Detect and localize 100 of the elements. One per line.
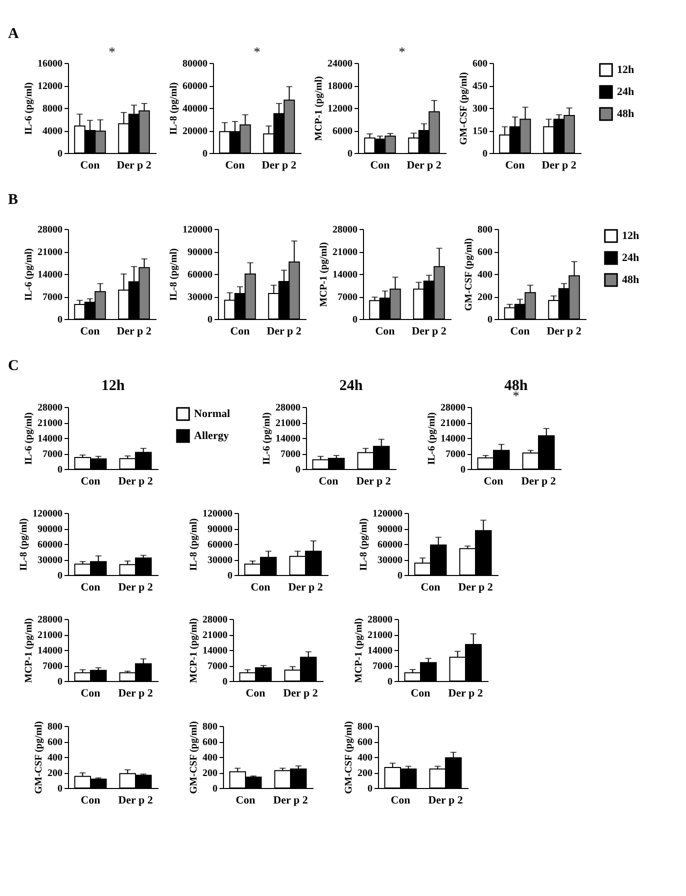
chart-title: 12h [101, 378, 126, 394]
y-tick-label: 6000 [332, 126, 352, 137]
y-tick-label: 21000 [276, 418, 300, 429]
y-tick-label: 600 [202, 737, 218, 748]
y-tick-label: 28000 [38, 224, 62, 236]
x-tick-label: Con [80, 794, 100, 806]
y-tick-label: 60000 [378, 540, 402, 550]
y-axis-title: GM-CSF (pg/ml) [188, 721, 200, 794]
y-tick-label: 16000 [38, 58, 62, 70]
y-tick-label: 60000 [208, 540, 232, 550]
x-tick-label: Der p 2 [428, 794, 464, 806]
y-tick-label: 0 [398, 570, 402, 582]
y-tick-label: 21000 [38, 247, 62, 258]
y-tick-label: 14000 [38, 646, 62, 656]
text: A [8, 26, 19, 42]
y-tick-label: 120000 [372, 508, 402, 520]
y-tick-label: 0 [368, 784, 372, 794]
y-tick-label: 90000 [188, 247, 212, 258]
y-tick-label: 14000 [440, 434, 466, 444]
y-tick-label: 450 [472, 81, 488, 92]
y-tick-label: 24000 [328, 58, 352, 70]
y-axis-title: MCP-1 (pg/ml) [24, 618, 34, 683]
y-tick-label: 28000 [332, 224, 358, 236]
x-tick-label: Con [484, 476, 504, 488]
y-tick-label: 0 [58, 314, 62, 326]
y-tick-label: 30000 [208, 555, 232, 566]
y-tick-label: 7000 [42, 292, 62, 303]
y-axis-title: IL-8 (pg/ml) [358, 518, 370, 571]
legend-label: 12h [617, 64, 634, 76]
y-axis-title: IL-6 (pg/ml) [24, 248, 34, 301]
legend-label: Normal [194, 408, 230, 420]
y-tick-label: 0 [58, 464, 62, 476]
y-tick-label: 14000 [38, 270, 62, 280]
y-tick-label: 0 [58, 784, 62, 794]
legend-label: 48h [622, 274, 640, 286]
text: C [8, 358, 19, 374]
y-tick-label: 200 [358, 768, 372, 779]
y-tick-label: 80000 [182, 58, 208, 70]
y-tick-label: 0 [58, 676, 62, 688]
x-tick-label: Con [510, 326, 530, 338]
y-tick-label: 21000 [440, 418, 466, 429]
x-tick-label: Con [370, 160, 390, 172]
x-tick-label: Der p 2 [356, 476, 392, 488]
x-tick-label: Der p 2 [118, 476, 154, 488]
y-axis-title: IL-8 (pg/ml) [168, 248, 180, 301]
y-axis-title: IL-6 (pg/ml) [24, 82, 34, 135]
legend-label: 24h [617, 86, 634, 98]
y-tick-label: 4000 [42, 126, 62, 137]
y-tick-label: 600 [358, 737, 372, 748]
x-tick-label: Der p 2 [118, 582, 154, 594]
y-axis-title: GM-CSF (pg/ml) [34, 721, 44, 794]
x-tick-label: Con [80, 582, 100, 594]
y-tick-label: 21000 [38, 630, 62, 641]
y-tick-label: 21000 [368, 630, 392, 641]
x-tick-label: Der p 2 [283, 688, 318, 700]
y-tick-label: 0 [212, 784, 218, 794]
y-axis-title: GM-CSF (pg/ml) [344, 721, 354, 794]
text: * [108, 44, 116, 59]
y-axis-title: IL-6 (pg/ml) [426, 412, 438, 465]
y-tick-label: 7000 [446, 449, 466, 460]
x-tick-label: Der p 2 [266, 326, 302, 338]
y-axis-title: MCP-1 (pg/ml) [354, 618, 364, 683]
y-tick-label: 12000 [328, 104, 352, 114]
y-tick-label: 0 [228, 570, 232, 582]
y-tick-label: 40000 [182, 104, 208, 114]
y-tick-label: 400 [48, 752, 62, 764]
y-tick-label: 7000 [42, 449, 62, 460]
y-tick-label: 28000 [38, 614, 62, 626]
y-axis-title: GM-CSF (pg/ml) [458, 72, 470, 145]
x-tick-label: Con [80, 688, 100, 700]
y-tick-label: 90000 [208, 524, 232, 535]
y-tick-label: 21000 [38, 418, 62, 429]
y-tick-label: 14000 [38, 434, 62, 444]
y-axis-title: IL-6 (pg/ml) [262, 412, 272, 465]
y-tick-label: 600 [478, 247, 492, 258]
y-tick-label: 0 [222, 676, 228, 688]
y-tick-label: 150 [472, 126, 488, 137]
y-tick-label: 0 [208, 314, 212, 326]
y-tick-label: 0 [202, 148, 208, 160]
x-tick-label: Der p 2 [262, 160, 297, 172]
y-axis-title: GM-CSF (pg/ml) [464, 238, 474, 311]
y-axis-title: IL-8 (pg/ml) [188, 518, 200, 571]
x-tick-label: Der p 2 [116, 326, 152, 338]
y-tick-label: 300 [472, 104, 488, 114]
y-tick-label: 0 [460, 464, 466, 476]
y-tick-label: 200 [478, 292, 492, 303]
chart-title: 24h [339, 378, 364, 394]
y-tick-label: 800 [48, 722, 62, 732]
y-tick-label: 400 [202, 752, 218, 764]
y-tick-label: 400 [358, 752, 372, 764]
x-tick-label: Der p 2 [448, 688, 484, 700]
y-tick-label: 28000 [202, 614, 228, 626]
y-tick-label: 21000 [202, 630, 228, 641]
y-tick-label: 400 [478, 270, 492, 280]
y-tick-label: 60000 [38, 540, 62, 550]
y-tick-label: 0 [488, 314, 492, 326]
y-tick-label: 20000 [182, 126, 208, 137]
y-tick-label: 14000 [276, 434, 300, 444]
y-tick-label: 12000 [38, 81, 62, 92]
x-tick-label: Der p 2 [406, 160, 442, 172]
